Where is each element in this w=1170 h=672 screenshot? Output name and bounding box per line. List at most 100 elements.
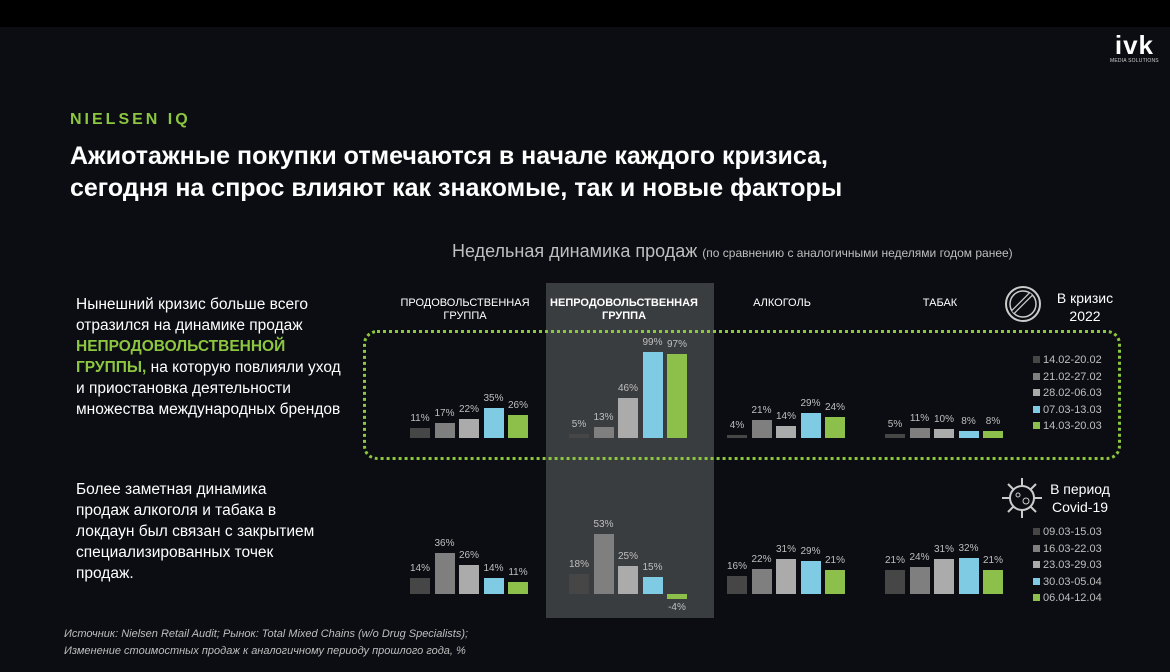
bar — [751, 569, 772, 594]
paragraph-covid: Более заметная динамика продаж алкоголя … — [76, 481, 315, 582]
legend-swatch — [1033, 528, 1040, 535]
subtitle-main: Недельная динамика продаж — [452, 241, 698, 261]
bar — [727, 575, 747, 594]
bar — [593, 426, 614, 438]
bar — [885, 433, 905, 438]
bar — [508, 415, 528, 438]
chart-subtitle: Недельная динамика продаж (по сравнению … — [452, 241, 1013, 262]
bar — [800, 412, 821, 438]
data-label: 4% — [729, 419, 745, 431]
legend-swatch — [1033, 389, 1040, 397]
data-label: 10% — [933, 414, 954, 426]
bar — [410, 578, 430, 594]
data-label: 11% — [410, 413, 430, 425]
legend-swatch — [1033, 594, 1040, 602]
data-label: 24% — [824, 402, 845, 414]
legend-item: 09.03-15.03 — [1033, 524, 1102, 541]
bar — [410, 428, 430, 438]
data-label: 26% — [507, 400, 528, 412]
data-label: 31% — [775, 543, 796, 555]
bar — [642, 351, 663, 438]
category-header: ТАБАК — [922, 297, 958, 309]
legend-label: 09.03-15.03 — [1043, 526, 1102, 538]
title-line-1: Ажиотажные покупки отмечаются в начале к… — [70, 142, 828, 170]
legend-label: 07.03-13.03 — [1043, 403, 1102, 416]
data-label: 11% — [508, 566, 528, 578]
bar — [776, 425, 796, 438]
data-label: 8% — [985, 416, 1001, 428]
logo-text: ivk — [1114, 30, 1154, 60]
data-label: 21% — [982, 555, 1003, 567]
bar — [958, 557, 979, 594]
data-label: 15% — [642, 562, 663, 574]
legend: 09.03-15.03 16.03-22.03 23.03-29.03 30.03-0… — [1033, 524, 1102, 607]
legend-swatch — [1033, 405, 1040, 413]
bar — [618, 565, 638, 594]
title-line-2: сегодня на спрос влияют как знакомые, та… — [70, 174, 843, 202]
bar — [508, 581, 528, 594]
legend-title-crisis: В кризис 2022 — [1056, 290, 1114, 324]
data-label: 36% — [434, 538, 455, 550]
bar — [483, 578, 504, 594]
bar — [667, 353, 687, 438]
bar — [983, 570, 1003, 594]
bar — [727, 434, 747, 438]
legend-item: 23.03-29.03 — [1033, 557, 1102, 574]
source-note: Источник: Nielsen Retail Audit; Рынок: T… — [64, 626, 468, 660]
data-label: 32% — [958, 542, 979, 554]
bar — [751, 419, 772, 438]
data-label: 46% — [617, 382, 638, 394]
data-label: 26% — [458, 549, 479, 561]
data-label: 16% — [726, 560, 747, 572]
data-label: 35% — [483, 392, 504, 404]
bar — [800, 561, 821, 594]
para1-highlight: НЕПРОДОВОЛЬСТВЕННОЙ ГРУППЫ, — [76, 338, 286, 376]
top-bar — [0, 0, 1170, 27]
data-label: 25% — [617, 550, 638, 562]
category-header: ПРОДОВОЛЬСТВЕННАЯ ГРУППА — [400, 297, 530, 322]
para1-text-end: на которую повлияли уход и приостановка … — [76, 359, 341, 418]
no-entry-icon — [1005, 286, 1041, 322]
bar — [934, 558, 954, 594]
data-label: 53% — [593, 519, 614, 531]
bar — [593, 534, 614, 594]
data-label: 14% — [409, 563, 430, 575]
data-label: 22% — [751, 554, 772, 566]
virus-icon — [1002, 478, 1042, 518]
data-label: 5% — [571, 418, 587, 430]
bar — [909, 428, 930, 438]
data-label: 18% — [568, 558, 589, 570]
bar — [885, 570, 905, 594]
page-title: Ажиотажные покупки отмечаются в начале к… — [70, 140, 1070, 204]
data-label: 8% — [961, 416, 976, 428]
bar — [434, 423, 455, 438]
kicker: NIELSEN IQ — [70, 111, 191, 128]
legend-swatch — [1033, 356, 1040, 363]
legend-swatch — [1033, 372, 1040, 380]
data-label: 31% — [933, 543, 954, 555]
legend-label: 23.03-29.03 — [1043, 559, 1102, 572]
data-label: 17% — [434, 408, 455, 420]
legend-label: 14.02-20.02 — [1043, 354, 1102, 366]
bar — [569, 433, 589, 438]
bar — [483, 407, 504, 438]
data-label: 21% — [751, 404, 772, 416]
legend-swatch — [1033, 544, 1040, 552]
data-label: 29% — [800, 546, 821, 558]
bar — [958, 431, 979, 438]
legend-label: 30.03-05.04 — [1043, 575, 1102, 588]
bar — [434, 553, 455, 594]
data-label: 11% — [909, 413, 930, 425]
data-label: 97% — [666, 338, 687, 350]
bar — [642, 577, 663, 594]
bar — [618, 397, 638, 438]
legend-item: 30.03-05.04 — [1033, 574, 1102, 591]
data-label: 21% — [884, 555, 905, 567]
legend-swatch — [1033, 577, 1040, 585]
bar — [776, 558, 796, 594]
bar — [934, 429, 954, 438]
legend-item: 14.02-20.02 — [1033, 352, 1102, 369]
legend-item: 06.04-12.04 — [1033, 590, 1102, 607]
data-label: 22% — [458, 403, 479, 415]
bar — [569, 573, 589, 594]
